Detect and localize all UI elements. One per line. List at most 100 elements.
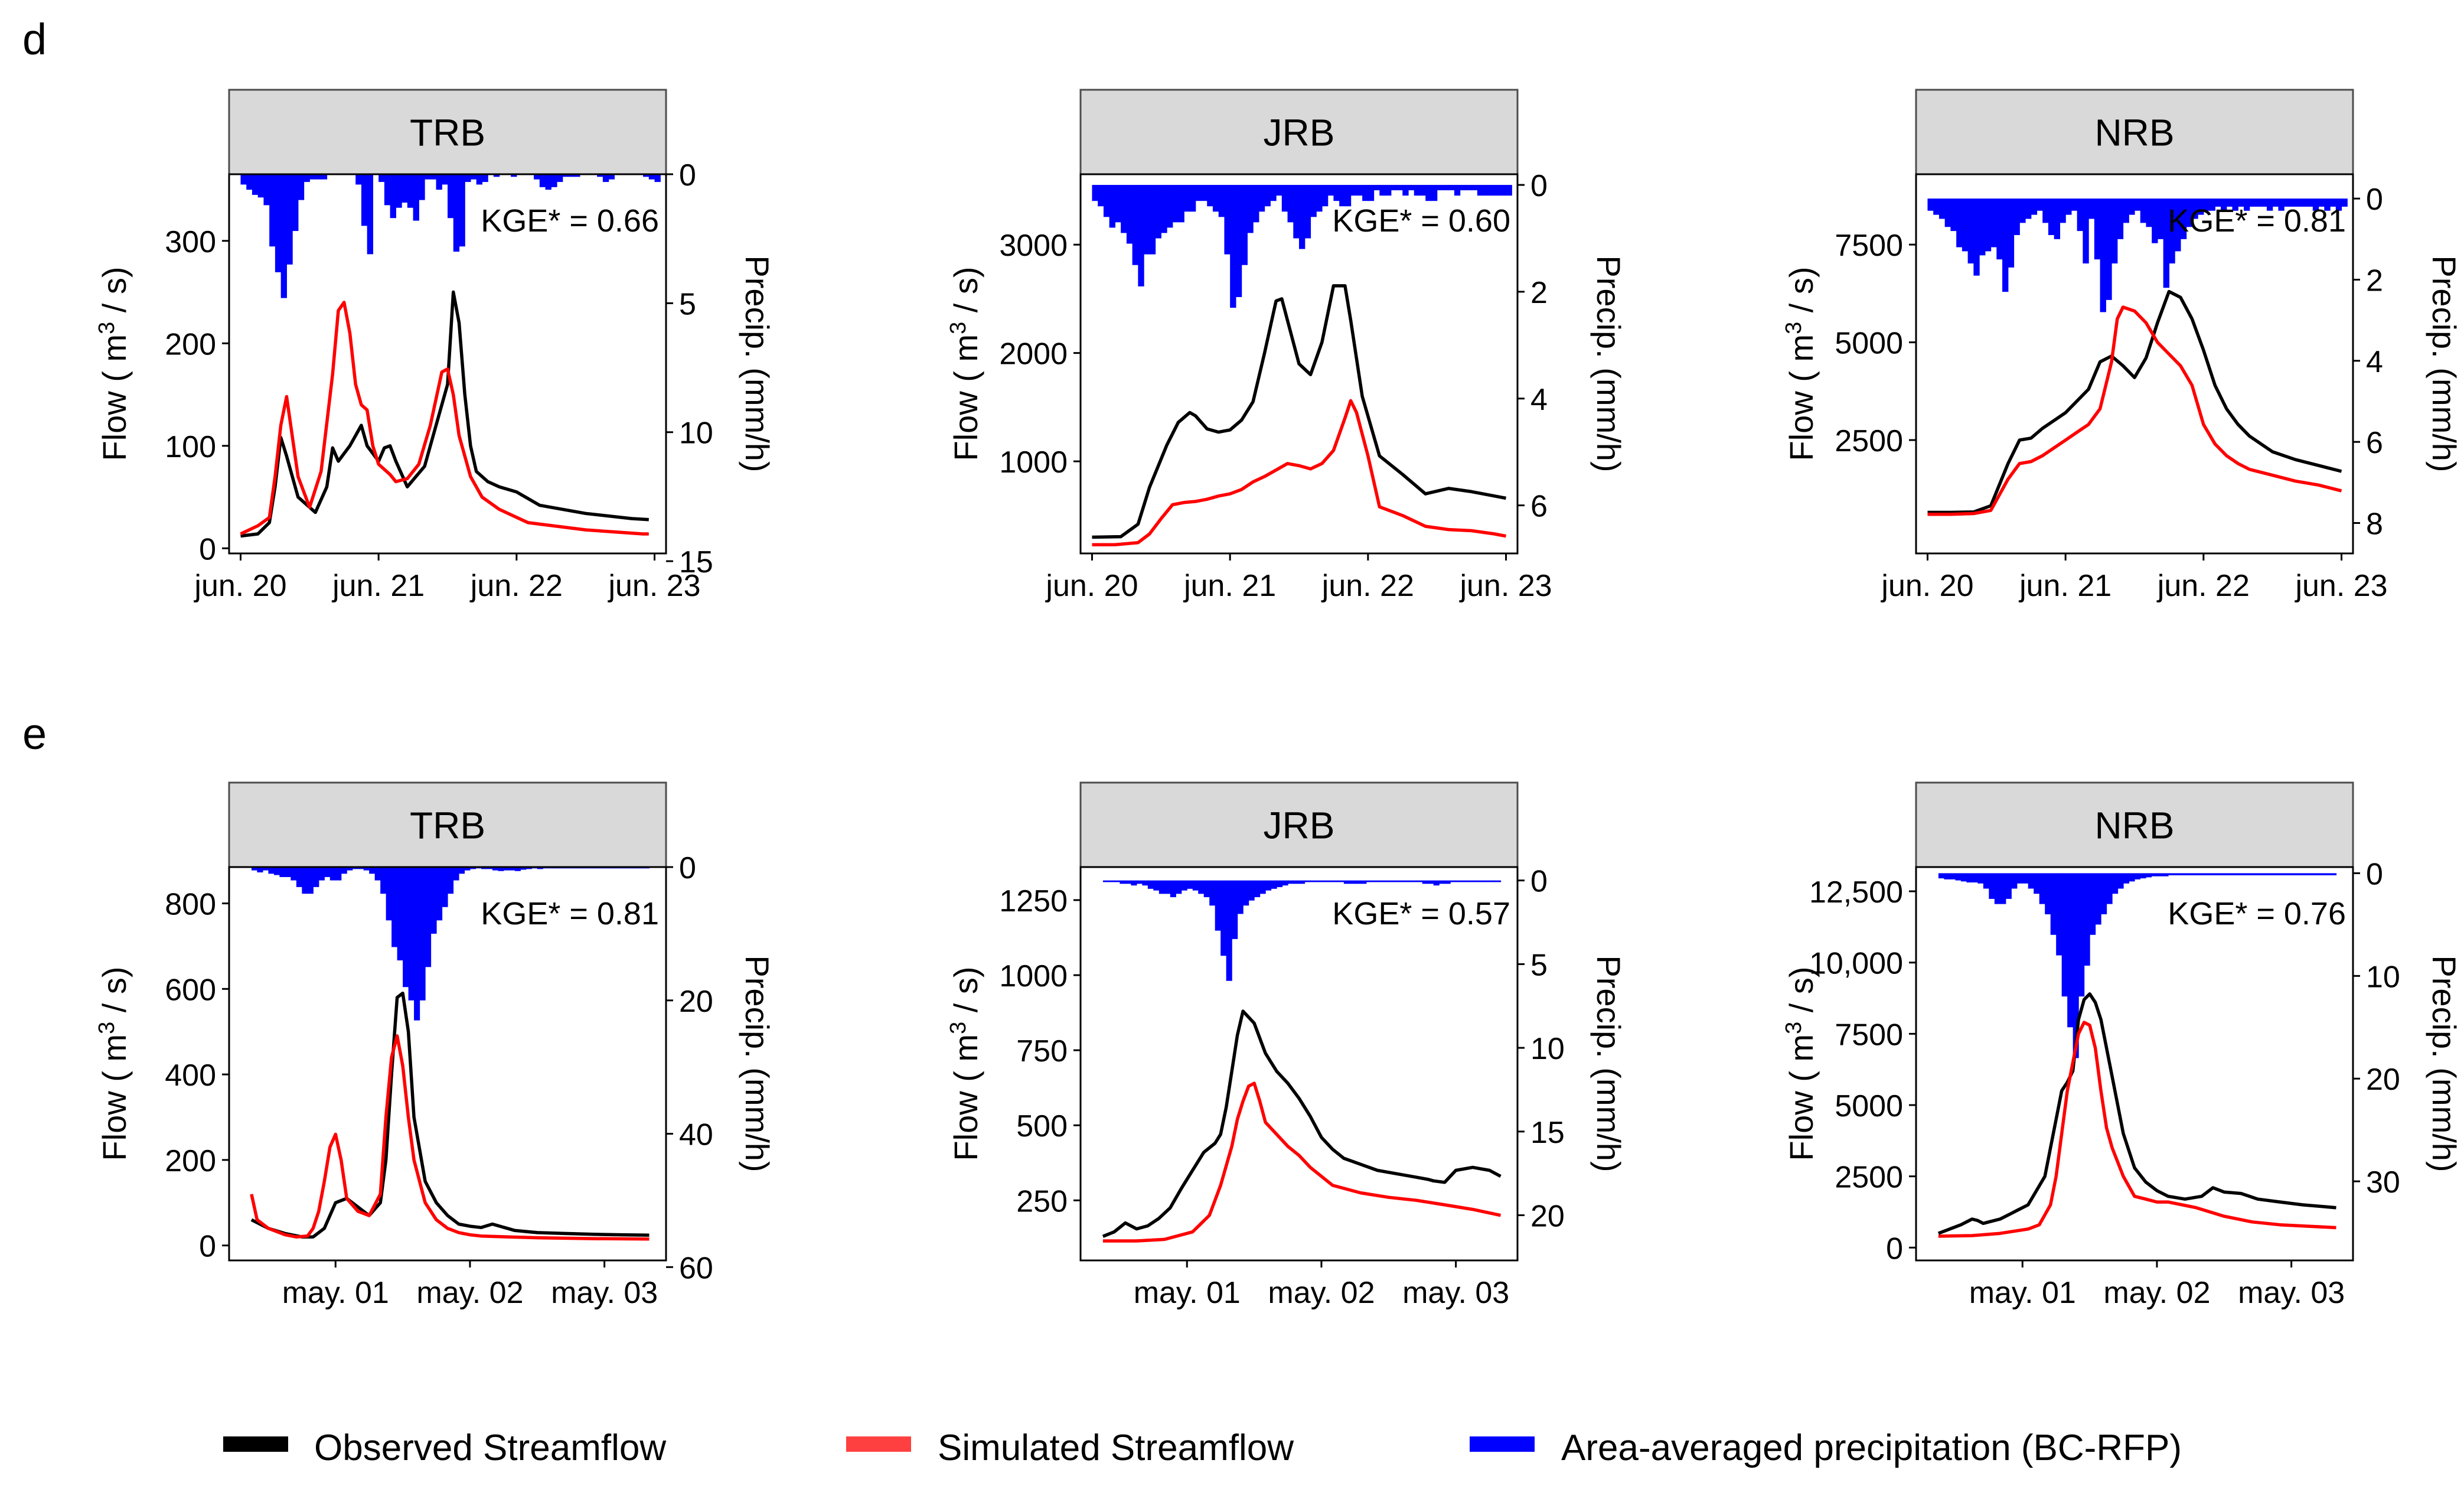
y-tick-label: 1000 — [999, 959, 1068, 993]
precip-bar — [268, 867, 275, 874]
precip-bar — [1253, 185, 1259, 223]
precip-bar — [407, 174, 414, 208]
x-tick-label: jun. 20 — [193, 569, 286, 603]
precip-bar — [307, 867, 314, 894]
precip-bar — [1448, 185, 1455, 191]
precip-bar — [1247, 185, 1254, 233]
precip-bar — [2266, 198, 2273, 211]
precip-bar — [2034, 873, 2040, 894]
precip-bar — [318, 867, 325, 881]
precip-bar — [2269, 873, 2275, 875]
precip-bar — [498, 867, 504, 871]
observed-flow-line — [1937, 992, 2336, 1235]
y2-tick-label: 2 — [1530, 276, 1548, 310]
precip-bar — [302, 867, 308, 894]
precip-bar — [1158, 880, 1165, 894]
strip — [1079, 781, 1519, 868]
precip-bar — [2291, 873, 2297, 875]
y-tick-label: 100 — [165, 430, 216, 464]
precip-bar — [2179, 873, 2185, 875]
precip-bar — [1368, 185, 1375, 201]
precip-bar — [1237, 880, 1244, 914]
y-tick-label: 250 — [1016, 1184, 1068, 1218]
precip-bar — [2209, 198, 2215, 211]
precip-bar — [251, 867, 258, 871]
precip-bar — [2140, 873, 2146, 879]
precip-bar — [1170, 880, 1176, 898]
precip-bar — [374, 867, 381, 881]
precip-bar — [384, 174, 391, 206]
y-tick-label: 800 — [165, 888, 216, 922]
precip-bar — [1147, 880, 1154, 889]
precip-bar — [1477, 185, 1484, 196]
chart-title: TRB — [410, 804, 485, 847]
precip-bar — [1304, 880, 1311, 882]
precip-bar — [2335, 198, 2342, 211]
precip-bar — [1181, 880, 1187, 891]
precip-bar — [1282, 880, 1288, 886]
precip-bar — [2140, 198, 2147, 223]
precip-bar — [329, 867, 336, 881]
precip-bar — [378, 174, 385, 183]
precip-bar — [2135, 873, 2141, 879]
precip-bar — [2145, 873, 2152, 878]
precip-bar — [1450, 880, 1457, 882]
precip-bar — [1220, 880, 1227, 956]
precip-bar — [1414, 185, 1421, 196]
precip-bar — [303, 174, 310, 183]
chart-d-trb: TRB 0 100 200 300 0 5 10 15 jun. 20 jun. 21 jun. 22… — [94, 89, 776, 603]
precip-bar — [1276, 185, 1282, 196]
y-axis-title: Flow ( m3 / s) — [94, 966, 133, 1161]
precip-bar — [2261, 198, 2267, 207]
precip-bar — [286, 174, 293, 265]
precip-bar — [2123, 198, 2129, 223]
precip-bar — [396, 174, 402, 208]
legend: Observed Streamflow Simulated Streamflow… — [223, 1428, 2182, 1468]
precip-bar — [1405, 880, 1412, 882]
precip-bar — [1408, 185, 1415, 191]
precip-bar — [2056, 873, 2062, 956]
y2-tick-label: 15 — [679, 545, 713, 579]
precip-bar — [1967, 198, 1974, 264]
precip-bar — [1178, 185, 1184, 223]
precip-bar — [2325, 873, 2331, 875]
chart-e-trb: TRB 0 200 400 600 800 0 20 40 60 may. 01 may. 02 may… — [94, 781, 776, 1310]
precip-bar — [1489, 880, 1496, 882]
precip-bar — [2016, 873, 2023, 884]
legend-label-simulated: Simulated Streamflow — [938, 1428, 1294, 1468]
precip-bar — [363, 867, 370, 871]
chart-title: NRB — [2094, 112, 2174, 154]
precip-bar — [358, 867, 364, 869]
precip-bar — [2312, 198, 2319, 211]
precip-bar — [1506, 185, 1512, 196]
precip-bar — [1471, 185, 1478, 191]
precip-bar — [408, 867, 415, 1001]
precip-bar — [2060, 198, 2066, 223]
precip-bar — [2100, 198, 2106, 312]
precip-bar — [2221, 198, 2227, 211]
precip-bar — [1149, 185, 1156, 255]
precip-bar — [1103, 185, 1110, 217]
precip-bar — [335, 867, 342, 881]
chart-title: JRB — [1264, 112, 1335, 154]
y-tick-label: 0 — [199, 532, 216, 566]
precip-bar — [1419, 185, 1426, 196]
precip-bar — [1962, 198, 1969, 252]
precip-bar — [1265, 880, 1272, 891]
precip-bar — [1944, 198, 1951, 227]
precip-bar — [2212, 873, 2219, 875]
y-tick-label: 1000 — [999, 445, 1068, 480]
precip-bar — [1281, 185, 1288, 212]
y-tick-label: 0 — [1886, 1231, 1903, 1266]
precip-bar — [324, 867, 331, 877]
precip-bar — [1201, 185, 1207, 201]
precip-bar — [1310, 880, 1317, 882]
precip-bar — [386, 867, 392, 921]
precip-bar — [1461, 880, 1468, 882]
precip-bar — [2050, 873, 2057, 935]
precip-bar — [2198, 198, 2204, 215]
precip-bar — [1153, 880, 1160, 891]
precip-bar — [1994, 873, 2000, 904]
precip-bar — [643, 174, 650, 177]
